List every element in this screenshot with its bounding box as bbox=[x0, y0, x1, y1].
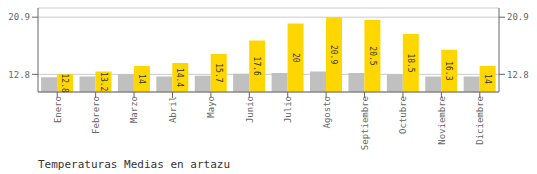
svg-text:Enero: Enero bbox=[53, 96, 63, 123]
svg-text:14.4: 14.4 bbox=[175, 68, 184, 87]
svg-text:13.2: 13.2 bbox=[99, 72, 108, 91]
svg-text:20.9: 20.9 bbox=[507, 12, 529, 22]
svg-text:20: 20 bbox=[291, 53, 300, 63]
svg-text:16.3: 16.3 bbox=[444, 61, 453, 80]
svg-text:12.8: 12.8 bbox=[8, 70, 30, 80]
svg-text:Noviembre: Noviembre bbox=[437, 96, 447, 145]
svg-text:Mayo: Mayo bbox=[206, 96, 216, 118]
svg-text:14: 14 bbox=[137, 74, 146, 84]
svg-text:12.8: 12.8 bbox=[60, 74, 69, 93]
svg-text:15.7: 15.7 bbox=[214, 63, 223, 82]
svg-text:20.9: 20.9 bbox=[8, 12, 30, 22]
svg-text:Marzo: Marzo bbox=[129, 96, 139, 123]
svg-text:14: 14 bbox=[483, 74, 492, 84]
svg-text:Abril: Abril bbox=[168, 96, 178, 123]
svg-text:Octubre: Octubre bbox=[398, 96, 408, 134]
svg-text:Junio: Junio bbox=[245, 96, 255, 123]
svg-text:Agosto: Agosto bbox=[322, 96, 332, 129]
svg-text:Septiembre: Septiembre bbox=[360, 96, 370, 150]
svg-text:17.6: 17.6 bbox=[252, 57, 261, 76]
svg-text:18.5: 18.5 bbox=[406, 53, 415, 72]
svg-text:Febrero: Febrero bbox=[91, 96, 101, 134]
svg-text:20.9: 20.9 bbox=[329, 45, 338, 64]
svg-text:12.8: 12.8 bbox=[507, 70, 529, 80]
html-text:Temperaturas Medias en artazu: Temperaturas Medias en artazu bbox=[38, 158, 231, 171]
svg-text:Diciembre: Diciembre bbox=[475, 96, 485, 145]
svg-text:20.5: 20.5 bbox=[368, 46, 377, 65]
svg-text:Julio: Julio bbox=[283, 96, 293, 123]
